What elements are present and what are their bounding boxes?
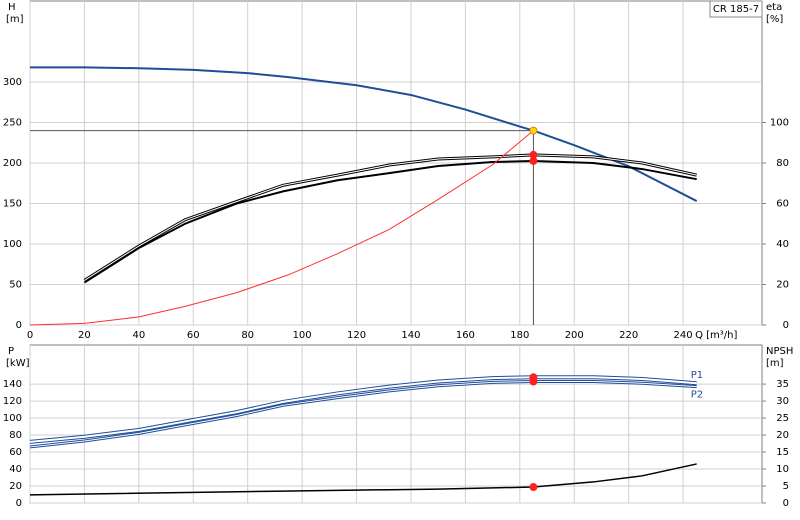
x-tick-label: 40 bbox=[132, 330, 145, 341]
y2-tick-label: 0 bbox=[783, 320, 789, 331]
y-tick-label: 80 bbox=[9, 430, 22, 441]
x-tick-label: 160 bbox=[456, 330, 475, 341]
chart-title: CR 185-7 bbox=[713, 4, 759, 15]
y2-tick-label: 30 bbox=[776, 396, 789, 407]
x-tick-label: 0 bbox=[27, 330, 33, 341]
x-tick-label: 200 bbox=[565, 330, 584, 341]
y2-tick-label: 20 bbox=[776, 430, 789, 441]
x-tick-label: 220 bbox=[619, 330, 638, 341]
data-point bbox=[529, 377, 538, 386]
y-axis-label: H bbox=[8, 2, 16, 13]
y-tick-label: 140 bbox=[3, 379, 22, 390]
y-axis-label: P bbox=[8, 346, 14, 357]
y-axis-unit: [m] bbox=[6, 14, 24, 25]
x-tick-label: 60 bbox=[187, 330, 200, 341]
series-line bbox=[29, 376, 697, 443]
y2-tick-label: 40 bbox=[776, 239, 789, 250]
y-tick-label: 300 bbox=[3, 77, 22, 88]
series-label: P2 bbox=[691, 390, 703, 401]
series-line bbox=[83, 159, 697, 284]
y-tick-label: 100 bbox=[3, 413, 22, 424]
data-point bbox=[529, 156, 538, 165]
data-point bbox=[529, 483, 538, 492]
x-tick-label: 180 bbox=[510, 330, 529, 341]
x-tick-label: 100 bbox=[293, 330, 312, 341]
x-tick-label: 120 bbox=[347, 330, 366, 341]
y2-tick-label: 60 bbox=[776, 199, 789, 210]
series-line bbox=[29, 130, 534, 326]
y2-tick-label: 25 bbox=[776, 413, 789, 424]
y-tick-label: 0 bbox=[16, 498, 22, 509]
y-tick-label: 20 bbox=[9, 481, 22, 492]
y-tick-label: 100 bbox=[3, 239, 22, 250]
x-tick-label: 140 bbox=[401, 330, 420, 341]
y-tick-label: 200 bbox=[3, 158, 22, 169]
y-tick-label: 60 bbox=[9, 447, 22, 458]
series-line bbox=[29, 381, 697, 448]
y-tick-label: 40 bbox=[9, 464, 22, 475]
y-tick-label: 120 bbox=[3, 396, 22, 407]
x-tick-label: 80 bbox=[241, 330, 254, 341]
y-tick-label: 150 bbox=[3, 199, 22, 210]
y-axis-unit: [kW] bbox=[6, 358, 30, 369]
title-box bbox=[709, 0, 763, 18]
y2-axis-unit: [m] bbox=[766, 358, 784, 369]
y2-tick-label: 15 bbox=[776, 447, 789, 458]
y2-axis-unit: [%] bbox=[766, 14, 783, 25]
y2-axis-label: eta bbox=[766, 2, 782, 13]
y2-tick-label: 35 bbox=[776, 379, 789, 390]
x-axis-label: Q [m³/h] bbox=[695, 330, 737, 341]
y2-tick-label: 80 bbox=[776, 158, 789, 169]
data-point bbox=[529, 126, 538, 135]
y2-tick-label: 20 bbox=[776, 280, 789, 291]
series-line bbox=[30, 66, 698, 202]
x-tick-label: 240 bbox=[674, 330, 693, 341]
x-tick-label: 20 bbox=[78, 330, 91, 341]
y2-tick-label: 0 bbox=[783, 498, 789, 509]
y2-tick-label: 100 bbox=[770, 118, 789, 129]
y2-axis-label: NPSH bbox=[766, 346, 793, 357]
y2-tick-label: 10 bbox=[776, 464, 789, 475]
series-label: P1 bbox=[691, 370, 703, 381]
plot-area bbox=[29, 344, 763, 504]
y-tick-label: 0 bbox=[16, 320, 22, 331]
y-tick-label: 50 bbox=[9, 280, 22, 291]
series-line bbox=[84, 154, 697, 281]
y-tick-label: 250 bbox=[3, 118, 22, 129]
y2-tick-label: 5 bbox=[783, 481, 789, 492]
